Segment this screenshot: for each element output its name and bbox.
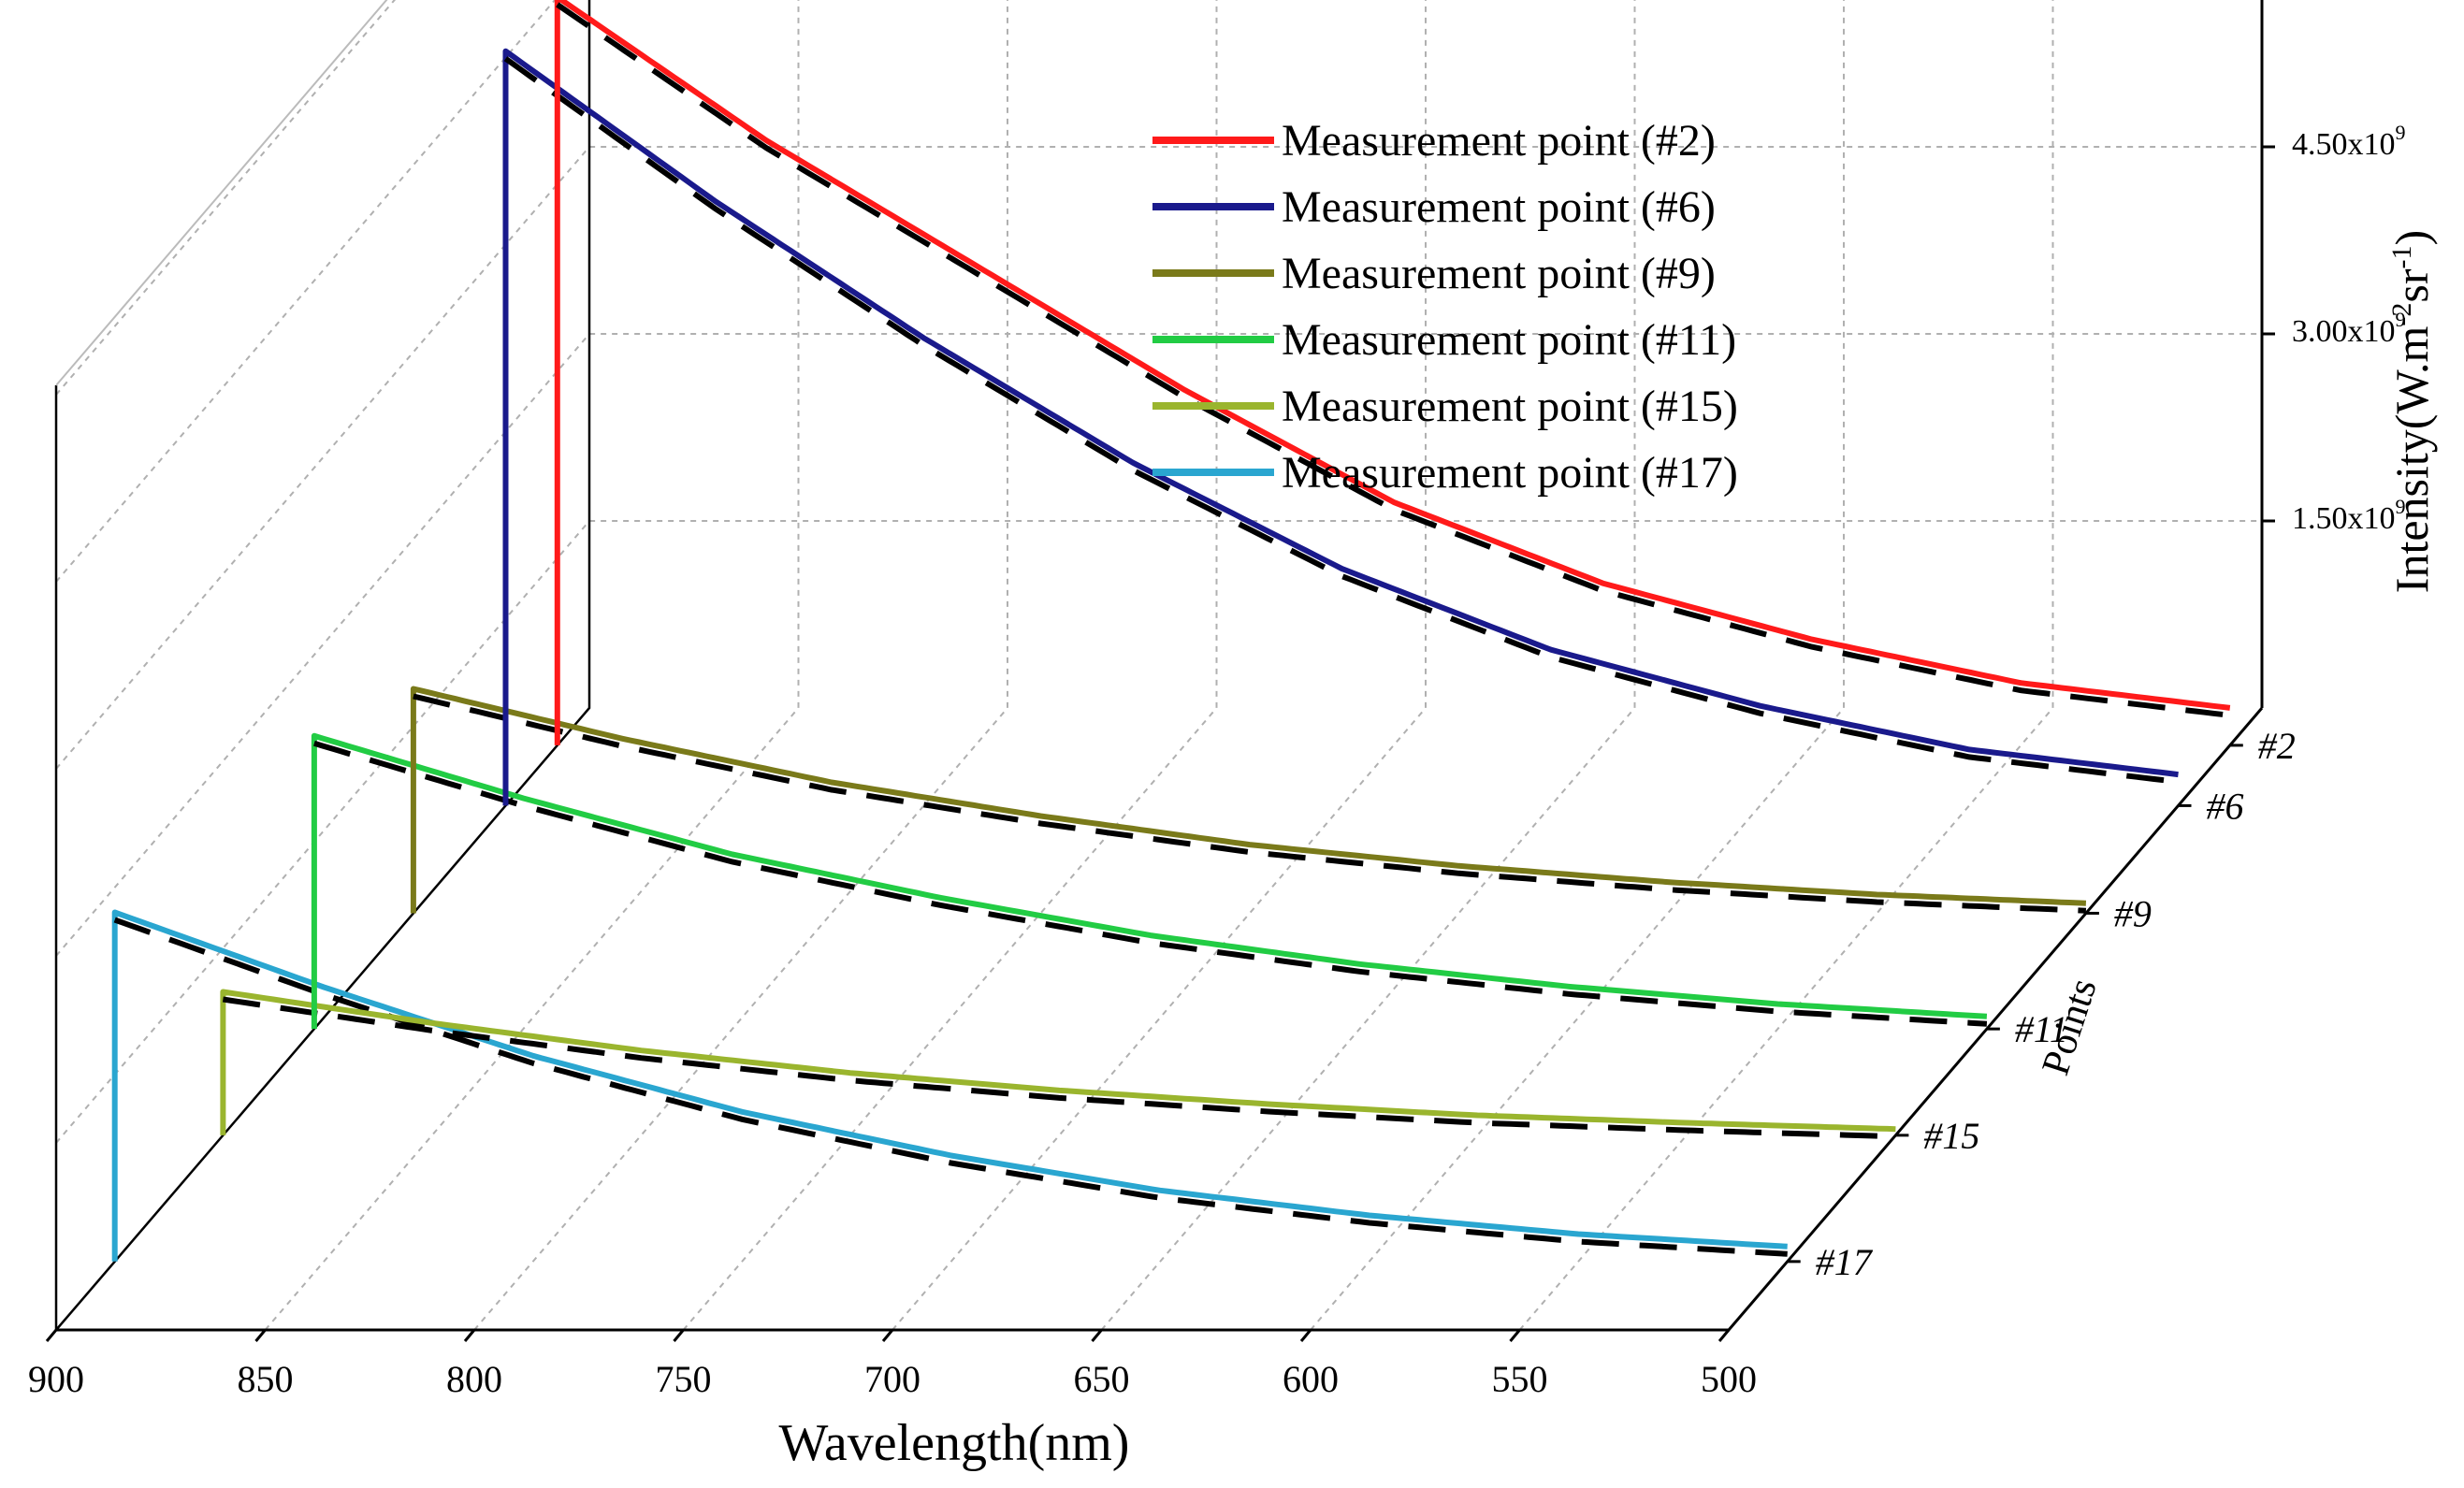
x-tick-label: 650 <box>1074 1358 1130 1400</box>
measured-spectrum-line <box>410 686 2087 914</box>
x-axis-ticks: 900 850 800 750 700 650 600 550 500 <box>28 1329 1757 1400</box>
x-tick-label: 700 <box>864 1358 920 1400</box>
legend-label: Measurement point (#11) <box>1282 315 1736 365</box>
z-axis-title-exp1: -2 <box>2386 303 2417 326</box>
x-tick-mark <box>673 1329 685 1342</box>
z-grid-line <box>55 520 2262 1144</box>
points-tick-label: #11 <box>2015 1008 2068 1050</box>
x-tick-label: 500 <box>1701 1358 1757 1400</box>
x-grid-line <box>682 0 1218 1331</box>
x-tick-mark <box>1718 1329 1731 1342</box>
points-tick-label: #2 <box>2258 725 2296 767</box>
measured-spectrum-line <box>502 48 2179 806</box>
measured-spectrum-line <box>220 989 1896 1135</box>
x-axis-title: Wavelength(nm) <box>779 1414 1130 1472</box>
x-tick-label: 750 <box>656 1358 712 1400</box>
z-axis-title-mid: sr <box>2385 268 2438 302</box>
series-group <box>311 732 1988 1030</box>
series-group <box>111 909 1788 1262</box>
x-tick-label: 800 <box>446 1358 502 1400</box>
x-tick-label: 550 <box>1492 1358 1548 1400</box>
x-grid-line <box>1100 0 1636 1331</box>
fitted-curve-line <box>313 740 1988 1027</box>
x-tick-label: 600 <box>1283 1358 1339 1400</box>
z-tick-label: 1.50x109 <box>2292 495 2406 536</box>
x-tick-mark <box>881 1329 894 1342</box>
z-tick-label: 4.50x109 <box>2292 121 2406 162</box>
left-wall-outline <box>54 0 591 1334</box>
z-axis-title-exp2: -1 <box>2386 245 2417 268</box>
fitted-curve-line <box>222 996 1896 1140</box>
series-group <box>410 686 2087 914</box>
legend-label: Measurement point (#6) <box>1282 182 1716 232</box>
series-group <box>554 0 2231 745</box>
points-tick-label: #17 <box>1816 1241 1874 1283</box>
legend-label: Measurement point (#17) <box>1282 448 1738 498</box>
x-tick-mark <box>254 1329 267 1342</box>
x-grid-line <box>473 0 1008 1331</box>
z-axis-title: Intensity(W.m-2sr-1) <box>2385 230 2438 593</box>
x-grid-line <box>264 0 800 1331</box>
points-tick-label: #6 <box>2207 785 2244 827</box>
z-tick-label: 3.00x109 <box>2292 308 2406 349</box>
x-grid-line <box>1310 0 1845 1331</box>
legend-label: Measurement point (#2) <box>1282 116 1716 166</box>
z-grid-line <box>55 146 2262 770</box>
x-grid-line <box>55 0 590 1331</box>
x-grid-line <box>1728 0 2263 1331</box>
x-tick-mark <box>45 1329 58 1342</box>
points-axis-ticks: #2 #6 #9 #11 #15 #17 <box>1787 725 2296 1283</box>
legend: Measurement point (#2) Measurement point … <box>1152 116 1738 498</box>
x-tick-mark <box>463 1329 476 1342</box>
fitted-curve-line <box>503 56 2179 786</box>
z-grid-line <box>55 333 2262 957</box>
fitted-curve-line <box>413 693 2087 914</box>
z-grid-line <box>55 0 557 583</box>
series-group <box>502 48 2179 806</box>
z-grid-line <box>55 0 397 396</box>
x-tick-mark <box>1509 1329 1521 1342</box>
legend-label: Measurement point (#15) <box>1282 382 1738 431</box>
x-grid-line <box>891 0 1427 1331</box>
measured-spectrum-line <box>311 732 1988 1030</box>
points-tick-label: #9 <box>2114 892 2152 934</box>
left-top-edge <box>55 0 388 386</box>
z-axis-title-end: ) <box>2385 230 2438 246</box>
points-tick-label: #15 <box>1923 1115 1979 1157</box>
x-tick-mark <box>1299 1329 1312 1342</box>
series-layer <box>111 0 2231 1262</box>
series-group <box>220 989 1896 1140</box>
x-tick-mark <box>1091 1329 1103 1342</box>
x-tick-label: 900 <box>28 1358 84 1400</box>
measured-spectrum-line <box>111 909 1788 1262</box>
x-tick-label: 850 <box>238 1358 294 1400</box>
measured-spectrum-line <box>554 0 2231 745</box>
z-axis-title-base: Intensity(W.m <box>2385 325 2438 593</box>
legend-label: Measurement point (#9) <box>1282 249 1716 298</box>
